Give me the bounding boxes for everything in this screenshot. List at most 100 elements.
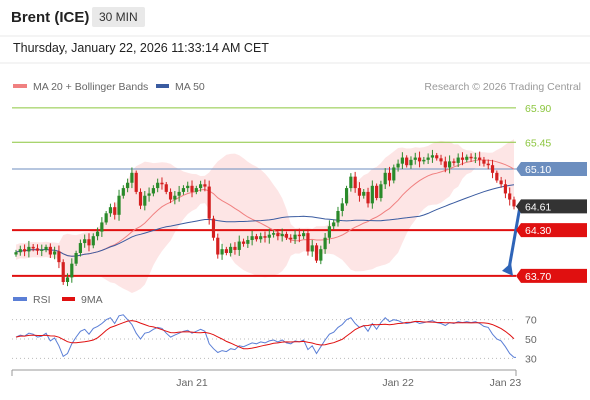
- candle: [100, 217, 104, 237]
- candles: [14, 149, 516, 287]
- candle: [259, 232, 263, 243]
- candle: [173, 190, 177, 205]
- candle: [104, 210, 108, 225]
- candle: [113, 202, 117, 220]
- candle-body: [199, 184, 203, 189]
- legend-ma50-label: MA 50: [175, 81, 205, 93]
- moving-averages: [15, 159, 515, 257]
- candle-body: [271, 233, 276, 235]
- candle-body: [74, 252, 78, 264]
- candle: [448, 155, 452, 174]
- candle: [379, 180, 383, 202]
- candle: [400, 152, 404, 170]
- candle: [61, 259, 65, 285]
- candle-body: [289, 237, 293, 240]
- candle: [478, 151, 482, 166]
- candle: [53, 246, 57, 260]
- candle-body: [362, 191, 366, 196]
- candle: [143, 190, 147, 211]
- candle: [83, 234, 87, 248]
- candle: [220, 243, 224, 260]
- candle: [319, 245, 323, 265]
- candle-body: [246, 240, 250, 244]
- candle: [465, 154, 469, 163]
- candle-body: [284, 233, 289, 238]
- candle-body: [53, 251, 57, 255]
- candle-body: [310, 245, 314, 252]
- candle: [327, 220, 331, 244]
- candle-body: [91, 236, 95, 246]
- candle: [460, 152, 465, 166]
- candle: [229, 243, 233, 257]
- x-tick-label: Jan 23: [490, 377, 522, 389]
- candle-body: [327, 226, 331, 238]
- candle-body: [31, 246, 35, 249]
- candle: [211, 215, 216, 241]
- candle-body: [229, 246, 233, 253]
- level-label-65.10: 65.10: [525, 164, 551, 176]
- candle: [413, 152, 417, 165]
- candle-body: [27, 246, 31, 252]
- candle: [27, 240, 31, 258]
- candle-body: [181, 188, 186, 192]
- level-label-64.30: 64.30: [525, 225, 551, 237]
- candle-body: [250, 236, 254, 241]
- credit-text: Research © 2026 Trading Central: [424, 81, 581, 93]
- candle-body: [499, 180, 503, 185]
- candle: [263, 231, 267, 243]
- candle: [495, 170, 499, 183]
- candle-body: [473, 157, 477, 159]
- candle: [74, 250, 78, 266]
- candle-body: [207, 186, 211, 219]
- candle: [383, 168, 387, 190]
- candle-body: [448, 161, 452, 168]
- candle: [194, 185, 198, 195]
- candle-body: [233, 246, 237, 250]
- candle-body: [469, 156, 473, 159]
- candle-body: [48, 246, 52, 255]
- candle-body: [400, 157, 404, 164]
- candle: [409, 156, 413, 169]
- candle: [314, 243, 319, 263]
- candle: [469, 153, 473, 162]
- candle-body: [314, 245, 319, 261]
- candle: [117, 189, 121, 221]
- candle-body: [134, 172, 138, 192]
- candle-body: [482, 159, 486, 164]
- candle-body: [486, 163, 490, 166]
- candle-body: [508, 193, 512, 200]
- candle: [164, 181, 168, 195]
- candle-body: [409, 159, 413, 166]
- candle: [65, 273, 70, 287]
- candle-body: [413, 157, 417, 160]
- header-bar: Brent (ICE) 30 MIN: [0, 0, 590, 36]
- timeframe-button[interactable]: 30 MIN: [92, 7, 145, 27]
- candle-body: [168, 191, 173, 200]
- candle-body: [147, 193, 151, 196]
- candle: [405, 155, 409, 168]
- candle: [168, 188, 173, 204]
- level-label-64.61: 64.61: [525, 201, 551, 213]
- candle: [293, 229, 297, 244]
- candle-body: [456, 157, 460, 163]
- candle: [237, 235, 241, 256]
- candle: [353, 171, 357, 193]
- candle: [297, 228, 301, 243]
- candle: [456, 153, 460, 168]
- candle-body: [344, 188, 349, 204]
- candle: [396, 159, 400, 172]
- candle: [48, 243, 52, 259]
- candle-body: [293, 234, 297, 240]
- candle: [70, 258, 74, 283]
- candle: [250, 230, 254, 246]
- candle: [126, 178, 130, 193]
- candle: [336, 206, 340, 227]
- candle: [156, 178, 160, 193]
- candle: [108, 203, 113, 217]
- candle-body: [40, 249, 44, 251]
- candle-body: [186, 185, 190, 189]
- candle: [18, 245, 22, 256]
- rsi-level-label-70: 70: [525, 315, 537, 327]
- candle-body: [211, 218, 216, 238]
- bollinger-band-area: [16, 139, 514, 293]
